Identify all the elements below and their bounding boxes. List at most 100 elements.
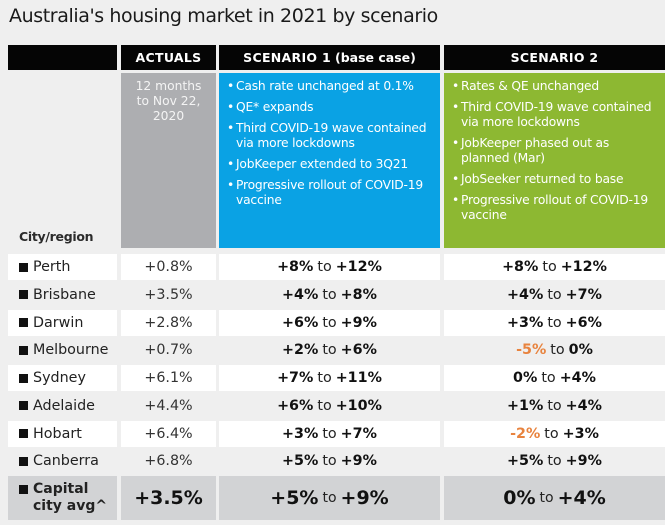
- s2-low: +3%: [507, 314, 544, 331]
- actual-value: +6.8%: [144, 453, 193, 470]
- assumption-item: JobSeeker returned to base: [452, 172, 657, 187]
- scenario-2-cell: 0% to +4%: [444, 365, 665, 391]
- table-row-total: Capital city avg^ +3.5% +5% to +9% 0% to…: [0, 476, 665, 520]
- s2-low: +8%: [502, 259, 539, 275]
- range-connector: to: [544, 425, 559, 442]
- actual-cell: +3.5%: [121, 282, 216, 308]
- actual-value: +4.4%: [144, 397, 193, 414]
- assumption-item: Progressive rollout of COVID-19 vaccine: [452, 193, 657, 223]
- total-city-line-2: city avg^: [33, 498, 108, 514]
- s1-low: +6%: [282, 314, 319, 331]
- city-name: Adelaide: [33, 397, 95, 414]
- actual-value: +2.8%: [144, 314, 193, 331]
- actual-cell: +6.1%: [121, 365, 216, 391]
- header-scenario-1-label: SCENARIO 1: [243, 50, 331, 65]
- s1-high: +9%: [340, 453, 377, 470]
- s1-low: +6%: [277, 397, 314, 414]
- header-actuals-label: ACTUALS: [135, 50, 202, 65]
- header-actuals: ACTUALS: [121, 45, 216, 70]
- city-cell: Adelaide: [8, 393, 117, 419]
- total-s1-low: +5%: [270, 487, 319, 509]
- s1-low: +3%: [282, 425, 319, 442]
- actuals-note-line: 12 months: [135, 79, 202, 93]
- range-connector: to: [542, 259, 557, 275]
- actual-value: +3.5%: [144, 286, 193, 303]
- header-scenario-2: SCENARIO 2: [444, 45, 665, 70]
- assumption-item: Third COVID-19 wave contained via more l…: [227, 121, 432, 151]
- actual-value: +6.1%: [144, 370, 193, 386]
- city-region-column-label: City/region: [19, 229, 94, 244]
- range-connector: to: [322, 425, 337, 442]
- total-scenario-1-cell: +5% to +9%: [219, 476, 440, 520]
- range-connector: to: [547, 314, 562, 331]
- actual-cell: +6.4%: [121, 420, 216, 447]
- scenario-2-assumptions: Rates & QE unchanged Third COVID-19 wave …: [444, 73, 665, 248]
- range-connector: to: [547, 453, 562, 470]
- city-name: Canberra: [33, 453, 99, 470]
- s1-low: +4%: [282, 286, 319, 303]
- total-s1-high: +9%: [340, 487, 389, 509]
- table-row: Hobart +6.4% +3% to +7% -2% to +3%: [0, 420, 665, 447]
- range-connector: to: [547, 286, 562, 303]
- s1-low: +5%: [282, 453, 319, 470]
- actual-cell: +0.7%: [121, 337, 216, 363]
- range-connector: to: [317, 259, 332, 275]
- table-row: Melbourne +0.7% +2% to +6% -5% to 0%: [0, 337, 665, 363]
- range-connector: to: [322, 453, 337, 470]
- bullet-square-icon: [19, 318, 28, 327]
- assumption-item: Cash rate unchanged at 0.1%: [227, 79, 432, 94]
- total-s2-low: 0%: [503, 487, 536, 509]
- s2-high: 0%: [568, 342, 593, 359]
- actual-value: +0.8%: [144, 259, 193, 275]
- scenario-1-cell: +4% to +8%: [219, 282, 440, 308]
- actual-value: +6.4%: [144, 425, 193, 442]
- city-cell: Sydney: [8, 365, 117, 391]
- s2-low: +5%: [507, 453, 544, 470]
- s1-high: +12%: [335, 259, 382, 275]
- s2-high: +7%: [565, 286, 602, 303]
- range-connector: to: [322, 342, 337, 359]
- range-connector: to: [547, 397, 562, 414]
- table-row: Adelaide +4.4% +6% to +10% +1% to +4%: [0, 393, 665, 419]
- s2-low: +1%: [507, 397, 544, 414]
- assumption-item: Progressive rollout of COVID-19 vaccine: [227, 178, 432, 208]
- assumption-item: Third COVID-19 wave contained via more l…: [452, 100, 657, 130]
- table-row: Brisbane +3.5% +4% to +8% +4% to +7%: [0, 282, 665, 308]
- s1-low: +7%: [277, 370, 314, 386]
- s1-high: +7%: [340, 425, 377, 442]
- scenario-1-cell: +6% to +10%: [219, 393, 440, 419]
- header-city-blank: [8, 45, 117, 70]
- range-connector: to: [322, 490, 337, 506]
- city-cell: Darwin: [8, 309, 117, 336]
- city-name: Melbourne: [33, 342, 109, 359]
- scenario-1-cell: +2% to +6%: [219, 337, 440, 363]
- scenario-1-cell: +8% to +12%: [219, 254, 440, 280]
- s2-high: +9%: [565, 453, 602, 470]
- total-actual-value: +3.5%: [134, 487, 203, 509]
- scenario-2-cell: +3% to +6%: [444, 309, 665, 336]
- bullet-square-icon: [19, 290, 28, 300]
- actuals-note-line: 2020: [152, 109, 185, 123]
- assumption-item: Rates & QE unchanged: [452, 79, 657, 94]
- s1-low: +2%: [282, 342, 319, 359]
- total-city-cell: Capital city avg^: [8, 476, 117, 520]
- actual-cell: +4.4%: [121, 393, 216, 419]
- s2-high: +3%: [562, 425, 599, 442]
- scenario-2-cell: +5% to +9%: [444, 448, 665, 474]
- city-cell: Perth: [8, 254, 117, 280]
- assumption-item: QE* expands: [227, 100, 432, 115]
- s1-high: +10%: [335, 397, 382, 414]
- page-title: Australia's housing market in 2021 by sc…: [9, 5, 438, 27]
- total-actual-cell: +3.5%: [121, 476, 216, 520]
- city-cell: Melbourne: [8, 337, 117, 363]
- s1-low: +8%: [277, 259, 314, 275]
- city-name: Brisbane: [33, 286, 96, 303]
- assumption-item: JobKeeper phased out as planned (Mar): [452, 136, 657, 166]
- scenario-2-assumption-list: Rates & QE unchanged Third COVID-19 wave …: [452, 79, 657, 223]
- s2-low: -2%: [510, 425, 541, 442]
- s1-high: +8%: [340, 286, 377, 303]
- actual-cell: +0.8%: [121, 254, 216, 280]
- bullet-square-icon: [19, 373, 28, 383]
- scenario-1-assumptions: Cash rate unchanged at 0.1% QE* expands Th…: [219, 73, 440, 248]
- bullet-square-icon: [19, 401, 28, 411]
